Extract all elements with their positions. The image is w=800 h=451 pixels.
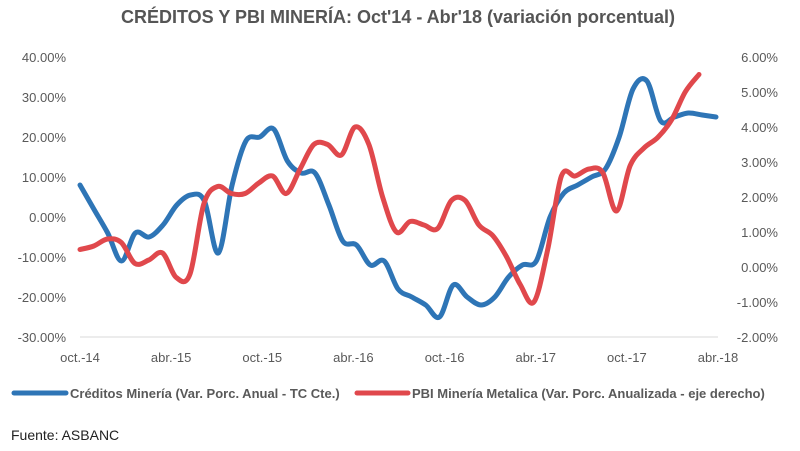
x-tick-label: abr.-17 <box>515 350 555 365</box>
legend-label-creditos: Créditos Minería (Var. Porc. Anual - TC … <box>70 386 340 401</box>
x-tick-label: oct.-15 <box>242 350 282 365</box>
series-line-pbi <box>77 72 702 306</box>
x-tick-label: abr.-16 <box>333 350 373 365</box>
series-line-creditos <box>77 76 719 320</box>
x-tick-label: oct.-17 <box>607 350 647 365</box>
left-tick-label: -30.00% <box>18 330 67 345</box>
right-tick-label: 3.00% <box>741 155 778 170</box>
left-tick-label: 30.00% <box>22 90 67 105</box>
left-tick-label: -10.00% <box>18 250 67 265</box>
right-tick-label: 4.00% <box>741 120 778 135</box>
x-tick-label: oct.-16 <box>425 350 465 365</box>
left-tick-label: 40.00% <box>22 50 67 65</box>
right-tick-label: 6.00% <box>741 50 778 65</box>
x-tick-label: abr.-15 <box>151 350 191 365</box>
left-tick-label: 20.00% <box>22 130 67 145</box>
right-tick-label: -2.00% <box>737 330 779 345</box>
left-tick-label: 10.00% <box>22 170 67 185</box>
legend-label-pbi: PBI Minería Metalica (Var. Porc. Anualiz… <box>412 386 765 401</box>
chart-title: CRÉDITOS Y PBI MINERÍA: Oct'14 - Abr'18 … <box>121 6 675 27</box>
legend: Créditos Minería (Var. Porc. Anual - TC … <box>11 386 765 401</box>
right-tick-label: 1.00% <box>741 225 778 240</box>
x-tick-label: oct.-14 <box>60 350 100 365</box>
x-axis-ticks: oct.-14 abr.-15 oct.-15 abr.-16 oct.-16 abr.-… <box>60 350 738 365</box>
right-tick-label: 0.00% <box>741 260 778 275</box>
left-tick-label: -20.00% <box>18 290 67 305</box>
source-note: Fuente: ASBANC <box>11 427 119 443</box>
right-tick-label: -1.00% <box>737 295 779 310</box>
right-tick-label: 2.00% <box>741 190 778 205</box>
left-axis-ticks: -30.00% -20.00% -10.00% 0.00% 10.00% 20.00% 30… <box>18 50 67 345</box>
left-tick-label: 0.00% <box>29 210 66 225</box>
right-axis-ticks: -2.00% -1.00% 0.00% 1.00% 2.00% 3.00% 4.00% 5.0… <box>737 50 779 345</box>
series-layer <box>77 72 719 320</box>
x-tick-label: abr.-18 <box>698 350 738 365</box>
right-tick-label: 5.00% <box>741 85 778 100</box>
